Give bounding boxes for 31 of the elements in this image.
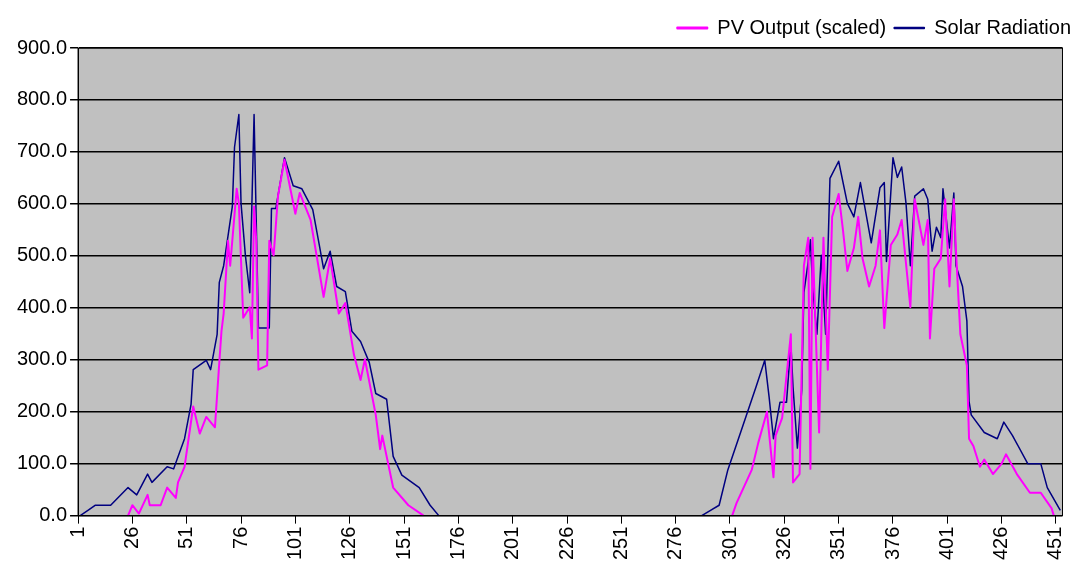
x-tick-label: 126 xyxy=(337,526,360,561)
legend-label: PV Output (scaled) xyxy=(717,15,887,38)
x-tick-label: 276 xyxy=(663,526,686,561)
y-tick-label: 100.0 xyxy=(16,451,68,474)
x-tick-label: 151 xyxy=(391,526,414,561)
x-tick-label: 351 xyxy=(826,526,849,561)
x-tick-label: 426 xyxy=(989,526,1012,561)
x-tick-label: 101 xyxy=(282,526,305,561)
x-tick-label: 226 xyxy=(554,526,577,561)
y-tick-label: 400.0 xyxy=(16,295,68,318)
x-tick-label: 201 xyxy=(500,526,523,561)
legend-label: Solar Radiation xyxy=(934,15,1071,38)
x-tick-label: 51 xyxy=(174,526,197,549)
y-tick-label: 500.0 xyxy=(16,243,68,266)
y-tick-label: 300.0 xyxy=(16,347,68,370)
x-tick-label: 376 xyxy=(880,526,903,561)
x-tick-label: 251 xyxy=(608,526,631,561)
x-tick-label: 301 xyxy=(717,526,740,561)
x-tick-label: 451 xyxy=(1043,526,1066,561)
x-tick-label: 176 xyxy=(445,526,468,561)
y-tick-label: 0.0 xyxy=(39,503,68,526)
x-tick-label: 76 xyxy=(228,526,251,549)
x-tick-label: 326 xyxy=(771,526,794,561)
x-tick-label: 1 xyxy=(65,526,88,538)
x-tick-label: 26 xyxy=(119,526,142,549)
y-tick-label: 900.0 xyxy=(16,35,68,58)
y-tick-label: 600.0 xyxy=(16,191,68,214)
x-tick-label: 401 xyxy=(934,526,957,561)
y-tick-label: 800.0 xyxy=(16,87,68,110)
y-tick-label: 700.0 xyxy=(16,139,68,162)
y-tick-label: 200.0 xyxy=(16,399,68,422)
